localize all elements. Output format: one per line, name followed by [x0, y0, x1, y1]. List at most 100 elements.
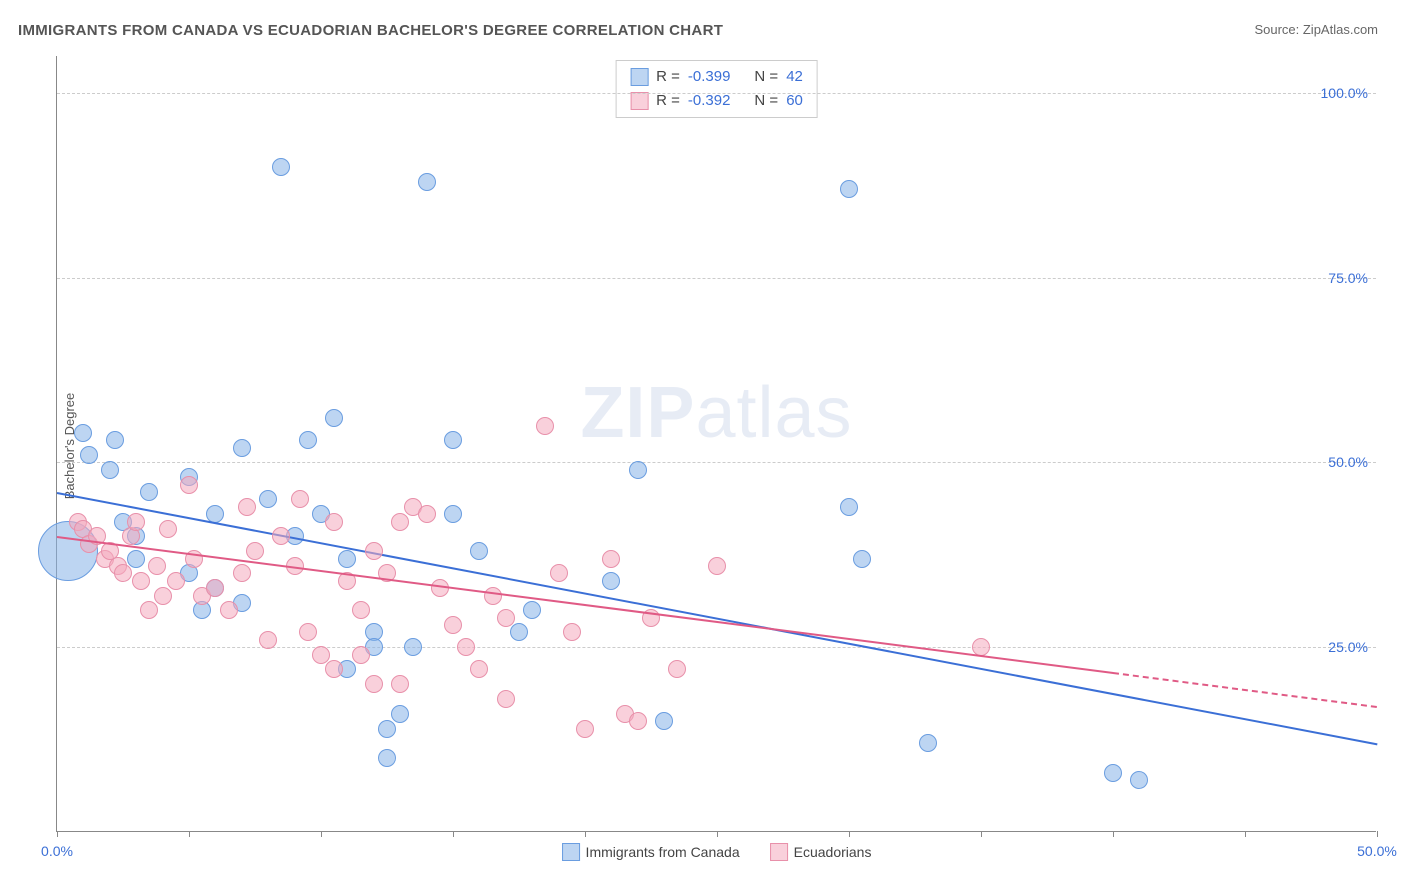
- legend-item: Immigrants from Canada: [562, 843, 740, 861]
- data-point: [919, 734, 937, 752]
- gridline: [57, 278, 1376, 279]
- x-tick: [321, 831, 322, 837]
- x-tick: [1377, 831, 1378, 837]
- data-point: [127, 550, 145, 568]
- r-value: -0.399: [688, 65, 731, 89]
- data-point: [167, 572, 185, 590]
- data-point: [840, 180, 858, 198]
- data-point: [563, 623, 581, 641]
- data-point: [418, 173, 436, 191]
- data-point: [259, 631, 277, 649]
- data-point: [233, 439, 251, 457]
- data-point: [484, 587, 502, 605]
- data-point: [470, 660, 488, 678]
- data-point: [470, 542, 488, 560]
- data-point: [668, 660, 686, 678]
- legend-swatch: [562, 843, 580, 861]
- data-point: [106, 431, 124, 449]
- series-swatch: [630, 68, 648, 86]
- data-point: [576, 720, 594, 738]
- data-point: [1104, 764, 1122, 782]
- legend-label: Ecuadorians: [794, 844, 872, 860]
- chart-container: IMMIGRANTS FROM CANADA VS ECUADORIAN BAC…: [0, 0, 1406, 892]
- data-point: [312, 646, 330, 664]
- x-tick: [453, 831, 454, 837]
- data-point: [299, 431, 317, 449]
- data-point: [550, 564, 568, 582]
- series-swatch: [630, 92, 648, 110]
- data-point: [391, 513, 409, 531]
- x-tick: [849, 831, 850, 837]
- data-point: [444, 431, 462, 449]
- data-point: [536, 417, 554, 435]
- stats-row: R =-0.399N =42: [630, 65, 803, 89]
- data-point: [391, 675, 409, 693]
- watermark: ZIPatlas: [580, 372, 852, 454]
- data-point: [233, 564, 251, 582]
- data-point: [378, 720, 396, 738]
- data-point: [132, 572, 150, 590]
- legend-item: Ecuadorians: [770, 843, 872, 861]
- data-point: [206, 579, 224, 597]
- legend-label: Immigrants from Canada: [586, 844, 740, 860]
- data-point: [840, 498, 858, 516]
- data-point: [655, 712, 673, 730]
- data-point: [140, 601, 158, 619]
- n-label: N =: [754, 65, 778, 89]
- gridline: [57, 647, 1376, 648]
- data-point: [101, 461, 119, 479]
- data-point: [523, 601, 541, 619]
- data-point: [246, 542, 264, 560]
- data-point: [629, 461, 647, 479]
- data-point: [602, 550, 620, 568]
- data-point: [444, 505, 462, 523]
- x-tick-label: 0.0%: [41, 843, 73, 859]
- x-tick: [1245, 831, 1246, 837]
- data-point: [180, 476, 198, 494]
- data-point: [708, 557, 726, 575]
- data-point: [291, 490, 309, 508]
- data-point: [497, 609, 515, 627]
- data-point: [629, 712, 647, 730]
- data-point: [338, 550, 356, 568]
- data-point: [159, 520, 177, 538]
- y-tick-label: 25.0%: [1328, 639, 1368, 655]
- data-point: [238, 498, 256, 516]
- data-point: [457, 638, 475, 656]
- data-point: [365, 675, 383, 693]
- data-point: [127, 513, 145, 531]
- data-point: [853, 550, 871, 568]
- x-tick: [57, 831, 58, 837]
- data-point: [497, 690, 515, 708]
- x-tick: [981, 831, 982, 837]
- data-point: [148, 557, 166, 575]
- data-point: [140, 483, 158, 501]
- data-point: [220, 601, 238, 619]
- data-point: [404, 638, 422, 656]
- data-point: [114, 564, 132, 582]
- x-tick: [717, 831, 718, 837]
- data-point: [259, 490, 277, 508]
- data-point: [444, 616, 462, 634]
- data-point: [325, 409, 343, 427]
- gridline: [57, 462, 1376, 463]
- data-point: [1130, 771, 1148, 789]
- y-tick-label: 100.0%: [1321, 85, 1368, 101]
- plot-area: ZIPatlas R =-0.399N =42R =-0.392N =60 Im…: [56, 56, 1376, 832]
- legend: Immigrants from Canada Ecuadorians: [562, 843, 872, 861]
- data-point: [325, 513, 343, 531]
- y-tick-label: 75.0%: [1328, 270, 1368, 286]
- data-point: [365, 542, 383, 560]
- x-tick: [585, 831, 586, 837]
- data-point: [602, 572, 620, 590]
- gridline: [57, 93, 1376, 94]
- data-point: [325, 660, 343, 678]
- trend-line: [1113, 672, 1377, 708]
- data-point: [391, 705, 409, 723]
- r-label: R =: [656, 65, 680, 89]
- data-point: [299, 623, 317, 641]
- data-point: [272, 158, 290, 176]
- data-point: [80, 446, 98, 464]
- data-point: [74, 424, 92, 442]
- data-point: [352, 601, 370, 619]
